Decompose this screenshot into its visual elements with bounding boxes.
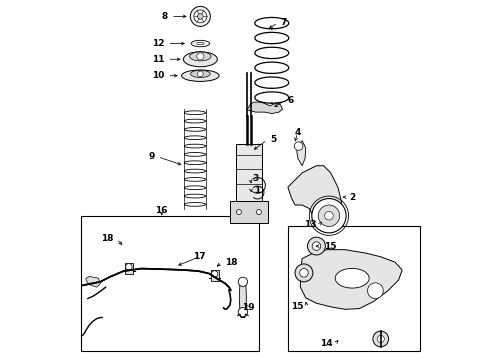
Ellipse shape: [335, 269, 369, 288]
Ellipse shape: [191, 70, 210, 77]
Text: 11: 11: [152, 55, 165, 64]
Circle shape: [312, 199, 346, 233]
Text: 12: 12: [152, 39, 165, 48]
Text: 14: 14: [319, 339, 332, 348]
Circle shape: [373, 331, 389, 347]
Text: 13: 13: [304, 220, 317, 229]
Circle shape: [300, 269, 308, 277]
Polygon shape: [288, 166, 342, 226]
Circle shape: [190, 6, 210, 26]
Text: 4: 4: [294, 129, 301, 138]
Circle shape: [238, 307, 247, 317]
Circle shape: [197, 71, 203, 77]
Circle shape: [377, 336, 384, 342]
Ellipse shape: [183, 52, 218, 67]
Text: 9: 9: [148, 152, 155, 161]
Circle shape: [294, 142, 303, 150]
Ellipse shape: [197, 42, 204, 45]
Text: 10: 10: [152, 71, 165, 80]
Circle shape: [197, 53, 204, 60]
Text: 17: 17: [193, 252, 206, 261]
Circle shape: [126, 264, 132, 270]
Polygon shape: [300, 249, 402, 309]
Circle shape: [325, 211, 333, 220]
Text: 5: 5: [270, 135, 276, 144]
Text: 15: 15: [323, 242, 336, 251]
Text: 18: 18: [101, 234, 114, 243]
Polygon shape: [230, 202, 268, 223]
Text: 2: 2: [350, 193, 356, 202]
Ellipse shape: [190, 52, 211, 61]
Text: 15: 15: [292, 302, 304, 311]
Text: 3: 3: [253, 174, 259, 183]
Polygon shape: [86, 276, 100, 287]
Circle shape: [211, 271, 218, 277]
Text: 8: 8: [162, 12, 168, 21]
Bar: [288, 226, 420, 351]
Circle shape: [295, 264, 313, 282]
Polygon shape: [239, 282, 246, 312]
Ellipse shape: [182, 70, 219, 81]
Text: 7: 7: [281, 18, 287, 27]
Bar: [125, 263, 133, 274]
Text: 18: 18: [224, 258, 237, 267]
Bar: [81, 216, 259, 351]
Circle shape: [194, 10, 207, 23]
Circle shape: [368, 283, 383, 298]
Text: 19: 19: [242, 303, 254, 312]
Circle shape: [312, 242, 321, 250]
Bar: [236, 144, 262, 202]
Text: 1: 1: [254, 185, 260, 194]
Text: 6: 6: [287, 96, 294, 105]
Polygon shape: [247, 102, 283, 113]
Circle shape: [308, 237, 325, 255]
Bar: [211, 270, 219, 281]
Ellipse shape: [191, 40, 210, 47]
Circle shape: [197, 14, 203, 19]
Circle shape: [318, 205, 340, 226]
Polygon shape: [297, 141, 306, 166]
Circle shape: [237, 210, 242, 215]
Circle shape: [256, 210, 262, 215]
Circle shape: [238, 277, 247, 287]
Text: 16: 16: [155, 206, 168, 215]
